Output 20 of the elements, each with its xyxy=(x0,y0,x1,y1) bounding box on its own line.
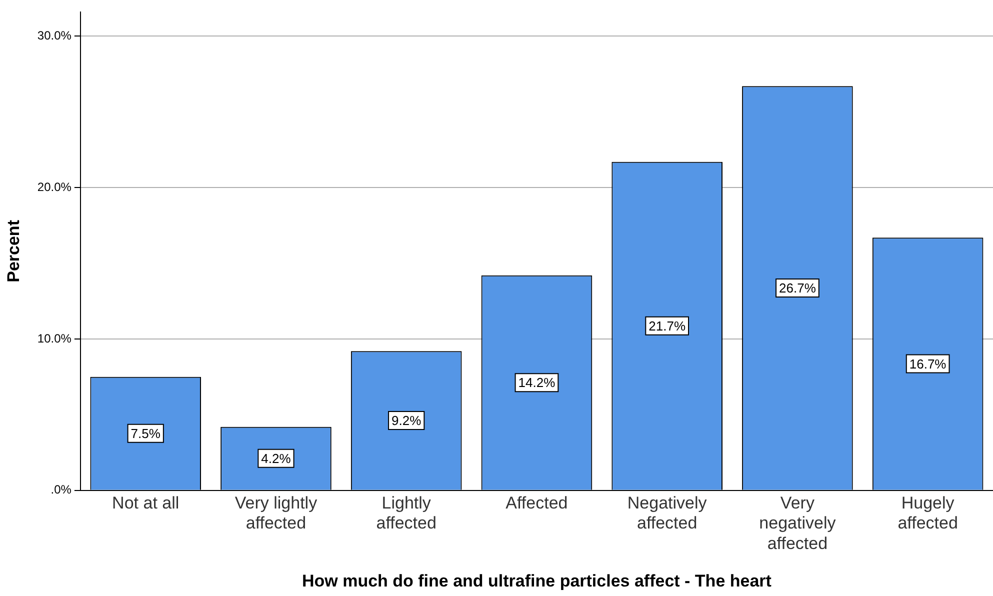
y-tick-label: 20.0% xyxy=(37,180,72,194)
y-tick-label: 10.0% xyxy=(37,331,72,346)
x-tick-label: Very lightly affected xyxy=(234,493,318,533)
data-label: 4.2% xyxy=(261,450,292,466)
x-tick-label: Very negatively affected xyxy=(759,493,836,554)
x-tick-label: Negatively affected xyxy=(627,493,708,533)
data-label: 14.2% xyxy=(518,375,556,390)
x-tick-label: Hugely affected xyxy=(898,493,958,533)
x-tick-label: Lightly affected xyxy=(376,493,436,533)
x-axis-title: How much do fine and ultrafine particles affect - The heart xyxy=(302,571,772,590)
data-label: 7.5% xyxy=(130,426,161,441)
y-axis-title: Percent xyxy=(4,220,23,282)
data-label: 16.7% xyxy=(909,356,947,372)
data-label: 26.7% xyxy=(779,280,816,296)
y-tick-label: .0% xyxy=(50,482,72,497)
x-tick-label: Affected xyxy=(506,493,568,512)
data-label: 9.2% xyxy=(392,413,422,428)
data-label: 21.7% xyxy=(648,318,686,334)
y-tick-label: 30.0% xyxy=(37,28,72,43)
x-tick-label: Not at all xyxy=(112,493,180,512)
